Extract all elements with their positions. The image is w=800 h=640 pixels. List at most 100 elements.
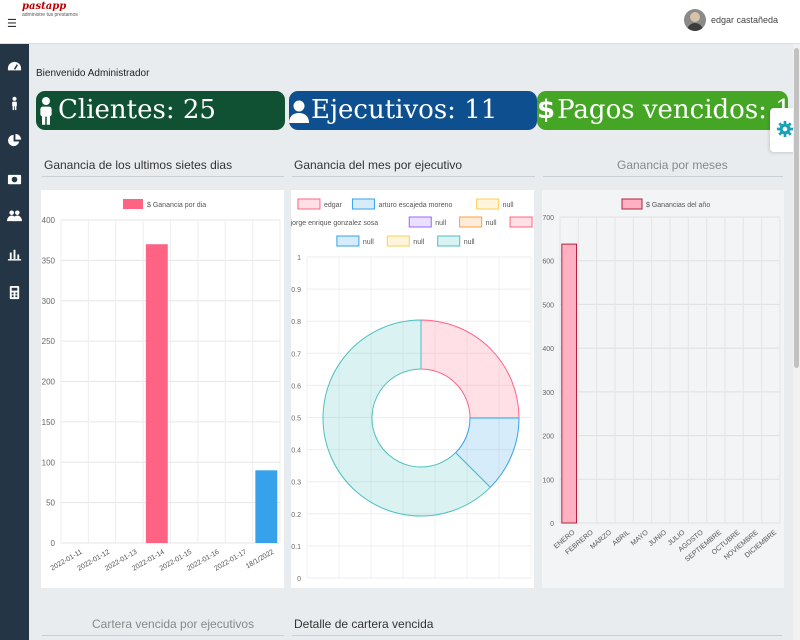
x-tick-label: MAYO [630, 529, 650, 548]
divider [292, 635, 782, 636]
legend-swatch [123, 199, 143, 209]
pie-chart-icon[interactable] [7, 133, 22, 148]
daily-earnings-chart[interactable]: $ Ganancia por dia 0 50 100 150 200 250 300 350 4… [41, 190, 284, 588]
chart-card-monthly: $ Ganancias del año 0 100 200 300 400 500 600 70… [542, 190, 784, 588]
stat-ejecutivos-label: Ejecutivos: 11 [311, 95, 498, 125]
pie-slice [322, 319, 492, 517]
bar [255, 470, 278, 543]
legend-swatch [351, 198, 375, 210]
dollar-icon: $ [537, 95, 556, 125]
y-tick-label: 150 [42, 418, 56, 427]
y-tick-label: 400 [542, 346, 554, 353]
y-tick-label: 200 [42, 378, 56, 387]
pie-slice [420, 319, 520, 419]
y-tick-label: 0.3 [291, 480, 301, 487]
y-tick-label: 0.9 [291, 287, 301, 294]
legend-label: edgar [324, 202, 343, 209]
bar [561, 243, 578, 524]
logo-tagline: administre tus prestamos [22, 12, 78, 18]
y-tick-label: 200 [542, 434, 554, 441]
section-title-by-exec: Ganancia del mes por ejecutivo [294, 158, 463, 172]
y-tick-label: 1 [297, 255, 301, 262]
legend-swatch [476, 198, 500, 210]
y-tick-label: 350 [42, 256, 56, 265]
person-icon[interactable] [7, 96, 22, 111]
legend-label: null [503, 202, 514, 209]
sidebar [0, 44, 29, 640]
x-tick-label: 18/1/2022 [245, 549, 276, 571]
stat-clientes-label: Clientes: 25 [58, 95, 216, 125]
y-tick-label: 300 [42, 297, 56, 306]
legend-swatch [336, 235, 360, 247]
y-tick-label: 300 [542, 390, 554, 397]
y-tick-label: 0.8 [291, 319, 301, 326]
user-name[interactable]: edgar castañeda [710, 15, 778, 25]
y-tick-label: 0.7 [291, 351, 301, 358]
legend-swatch [386, 235, 410, 247]
x-tick-label: ABRIL [611, 529, 631, 547]
exec-earnings-chart[interactable]: edgar arturo escajeda moreno null jorge enr… [264, 190, 547, 588]
user-icon [289, 100, 309, 123]
chart-card-by-exec: edgar arturo escajeda moreno null jorge enr… [264, 190, 547, 588]
legend-swatch [437, 235, 461, 247]
hamburger-menu-icon[interactable]: ☰ [7, 18, 17, 30]
welcome-text: Bienvenido Administrador [36, 68, 150, 79]
legend-label: null [413, 239, 424, 246]
logo-name: pastapp [22, 1, 67, 12]
legend-label: jorge enrique gonzalez sosa [291, 220, 378, 227]
bar [145, 244, 168, 543]
divider [42, 176, 284, 177]
user-menu[interactable]: edgar castañeda [683, 9, 778, 31]
y-tick-label: 400 [42, 216, 56, 225]
chart-card-daily: $ Ganancia por dia 0 50 100 150 200 250 300 350 4… [41, 190, 284, 588]
gear-icon[interactable] [776, 120, 794, 138]
section-title-monthly: Ganancia por meses [617, 158, 728, 172]
dashboard-icon[interactable] [7, 60, 22, 75]
y-tick-label: 0 [550, 521, 554, 528]
legend-label: null [464, 239, 475, 246]
y-tick-label: 100 [542, 477, 554, 484]
y-tick-label: 600 [542, 259, 554, 266]
y-tick-label: 0.1 [291, 544, 301, 551]
legend-label: null [363, 239, 374, 246]
legend-swatch [408, 216, 432, 228]
y-tick-label: 500 [542, 302, 554, 309]
x-tick-label: MARZO [589, 529, 613, 551]
stat-pagos-vencidos[interactable]: $ Pagos vencidos: 112 [537, 91, 788, 130]
person-icon [40, 96, 52, 125]
section-title-daily: Ganancia de los ultimos sietes dias [44, 158, 233, 172]
y-tick-label: 100 [42, 458, 56, 467]
calculator-icon[interactable] [7, 285, 22, 300]
bar-chart-icon[interactable] [7, 246, 22, 261]
divider [543, 176, 783, 177]
legend-label: $ Ganancias del año [646, 202, 710, 209]
divider [42, 635, 284, 636]
y-tick-label: 0 [51, 539, 56, 548]
y-tick-label: 250 [42, 337, 56, 346]
stat-ejecutivos[interactable]: Ejecutivos: 11 [289, 91, 537, 130]
users-icon[interactable] [7, 208, 22, 223]
scrollbar-thumb[interactable] [794, 48, 799, 368]
legend-swatch [509, 216, 533, 228]
monthly-earnings-chart[interactable]: $ Ganancias del año 0 100 200 300 400 500 600 70… [542, 190, 784, 588]
legend-label: null [435, 220, 446, 227]
legend-swatch [459, 216, 483, 228]
money-icon[interactable] [7, 172, 22, 187]
section-title-overdue-detail: Detalle de cartera vencida [294, 617, 434, 631]
y-tick-label: 0.5 [291, 416, 301, 423]
legend-label: null [486, 220, 497, 227]
y-tick-label: 0.6 [291, 383, 301, 390]
y-tick-label: 50 [46, 499, 55, 508]
y-tick-label: 0.4 [291, 448, 301, 455]
legend-label: arturo escajeda moreno [378, 202, 452, 209]
legend-swatch [297, 198, 321, 210]
divider [292, 176, 535, 177]
avatar[interactable] [683, 9, 706, 31]
y-tick-label: 700 [542, 215, 554, 222]
stat-clientes[interactable]: Clientes: 25 [36, 91, 285, 130]
app-logo[interactable]: pastapp administre tus prestamos [22, 1, 78, 19]
legend-label: $ Ganancia por dia [147, 202, 206, 209]
stat-pagos-label: Pagos vencidos: 112 [557, 95, 788, 125]
section-title-overdue-exec: Cartera vencida por ejecutivos [92, 617, 255, 631]
legend-swatch [621, 198, 643, 210]
